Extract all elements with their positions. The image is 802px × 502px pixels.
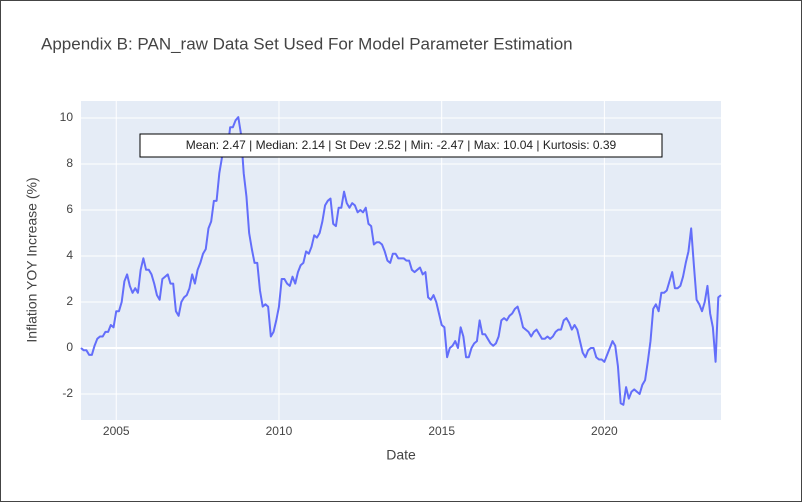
y-tick-label: 0 xyxy=(66,340,73,354)
x-axis-label: Date xyxy=(386,447,416,463)
data-line xyxy=(80,116,722,406)
x-tick-label: 2010 xyxy=(266,424,293,438)
y-tick-label: 2 xyxy=(66,294,73,308)
y-axis-label: Inflation YOY Increase (%) xyxy=(24,177,40,342)
x-tick-label: 2020 xyxy=(591,424,618,438)
y-tick-label: 8 xyxy=(66,156,73,170)
annotation: Mean: 2.47 | Median: 2.14 | St Dev :2.52… xyxy=(186,138,617,152)
y-tick-label: 10 xyxy=(60,110,74,124)
x-tick-label: 2015 xyxy=(428,424,455,438)
y-tick-label: -2 xyxy=(62,386,73,400)
chart-title: Appendix B: PAN_raw Data Set Used For Mo… xyxy=(41,34,573,53)
y-tick-label: 4 xyxy=(66,248,73,262)
annotation-box xyxy=(139,133,663,158)
y-tick-label: 6 xyxy=(66,202,73,216)
x-tick-label: 2005 xyxy=(103,424,130,438)
